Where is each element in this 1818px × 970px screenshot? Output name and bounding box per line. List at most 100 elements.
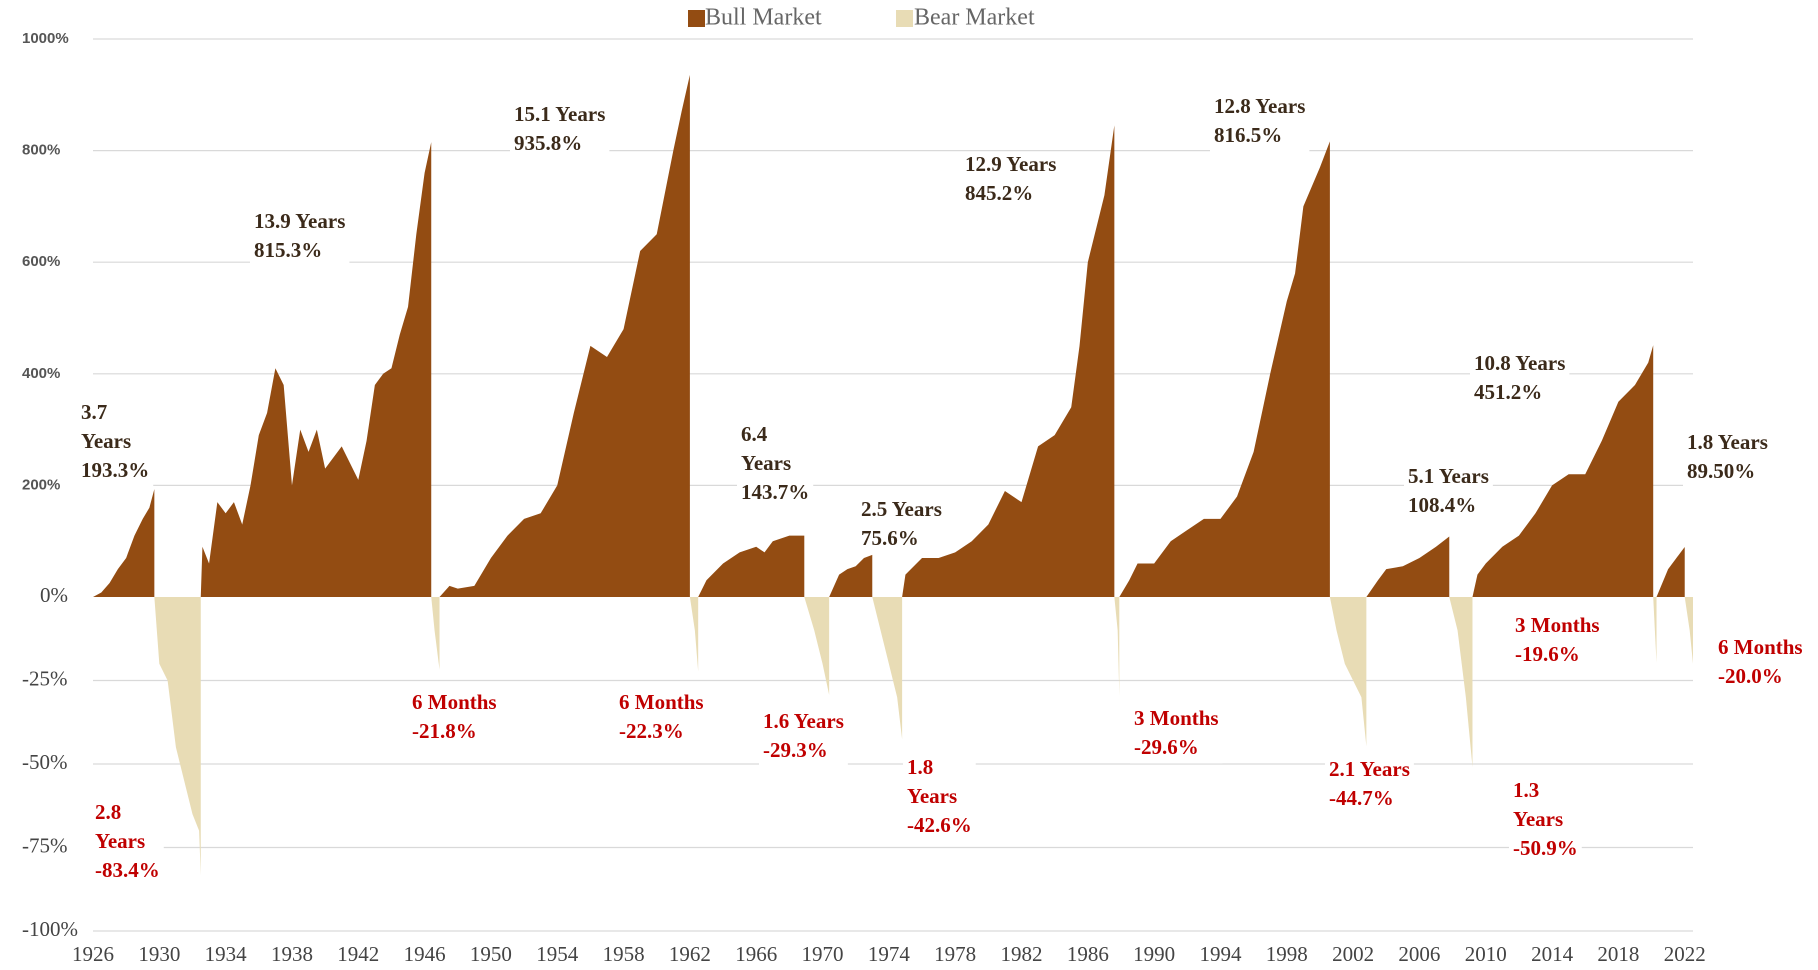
annotation: 2.5 Years	[861, 497, 942, 521]
x-tick-label: 1930	[138, 942, 180, 966]
annotation-background	[77, 399, 154, 487]
annotation: 13.9 Years	[254, 209, 345, 233]
x-tick-label: 2022	[1664, 942, 1706, 966]
area	[1656, 547, 1685, 597]
annotation: 6 Months	[1718, 635, 1803, 659]
annotation-background	[1714, 634, 1807, 693]
area	[1684, 597, 1693, 664]
annotation: 935.8%	[514, 131, 582, 155]
annotation-background	[1683, 429, 1772, 488]
annotation: 1.3	[1513, 778, 1539, 802]
annotation: -20.0%	[1718, 664, 1783, 688]
y-tick-label: 200%	[22, 476, 60, 493]
annotation: -22.3%	[619, 719, 684, 743]
annotation: 108.4%	[1408, 493, 1476, 517]
annotation: 816.5%	[1214, 123, 1282, 147]
annotation-background	[1404, 463, 1493, 522]
area	[689, 597, 699, 672]
annotation: 845.2%	[965, 181, 1033, 205]
x-tick-label: 1962	[669, 942, 711, 966]
area	[1119, 141, 1330, 597]
area	[93, 489, 155, 597]
area	[1449, 597, 1473, 768]
annotation: 6.4	[741, 422, 768, 446]
area	[1329, 597, 1367, 747]
area	[872, 597, 903, 740]
area	[154, 597, 201, 876]
annotation: -21.8%	[412, 719, 477, 743]
annotation: 6 Months	[412, 690, 497, 714]
legend-swatch	[688, 10, 705, 27]
area	[1653, 597, 1657, 663]
annotation: 451.2%	[1474, 380, 1542, 404]
annotation: 2.8	[95, 800, 121, 824]
area	[902, 125, 1115, 597]
legend: Bull Market Bear Market	[688, 5, 1035, 31]
annotation: Years	[741, 451, 791, 475]
annotation: 2.1 Years	[1329, 757, 1410, 781]
y-tick-label: 1000%	[22, 30, 69, 47]
area	[1472, 345, 1654, 597]
annotation: -83.4%	[95, 858, 160, 882]
area	[804, 597, 830, 695]
legend-label: Bear Market	[914, 5, 1035, 31]
annotation-background	[1130, 705, 1223, 764]
annotation: Years	[907, 784, 957, 808]
x-tick-label: 1982	[1000, 942, 1042, 966]
legend-swatch	[896, 10, 913, 27]
y-tick-label: 800%	[22, 142, 60, 159]
x-tick-label: 1938	[271, 942, 313, 966]
annotation-background	[737, 421, 814, 509]
annotation: 3 Months	[1515, 613, 1600, 637]
annotation-background	[1509, 777, 1582, 865]
x-tick-label: 1994	[1199, 942, 1242, 966]
annotation: 193.3%	[81, 458, 149, 482]
annotation: 815.3%	[254, 238, 322, 262]
area	[698, 535, 805, 597]
y-tick-label: -50%	[22, 750, 68, 774]
annotation: Years	[1513, 807, 1563, 831]
annotation-background	[961, 151, 1061, 210]
annotation-background	[1325, 756, 1414, 815]
y-tick-label: 0%	[40, 583, 68, 607]
y-tick-label: -25%	[22, 666, 68, 690]
y-tick-label: -100%	[22, 917, 78, 941]
annotation: 6 Months	[619, 690, 704, 714]
legend-label: Bull Market	[705, 5, 822, 31]
annotation: 75.6%	[861, 526, 919, 550]
annotation: -19.6%	[1515, 642, 1580, 666]
x-tick-label: 1954	[536, 942, 579, 966]
annotation-background	[857, 496, 946, 555]
area	[1114, 597, 1120, 696]
annotation: -50.9%	[1513, 836, 1578, 860]
annotation: 3.7	[81, 400, 107, 424]
x-tick-label: 1942	[337, 942, 379, 966]
annotation-background	[1470, 350, 1570, 409]
x-tick-label: 1958	[603, 942, 645, 966]
annotation: 10.8 Years	[1474, 351, 1565, 375]
area-layer	[93, 74, 1693, 876]
area	[200, 142, 432, 597]
annotation: 5.1 Years	[1408, 464, 1489, 488]
annotation-background	[615, 689, 708, 748]
annotation-background	[91, 799, 164, 887]
y-tick-label: -75%	[22, 833, 68, 857]
annotation-background	[903, 754, 976, 842]
y-tick-label: 400%	[22, 365, 60, 382]
annotation: 1.8 Years	[1687, 430, 1768, 454]
annotation: 1.6 Years	[763, 709, 844, 733]
annotation-background	[1210, 93, 1310, 152]
x-tick-label: 1970	[802, 942, 844, 966]
annotation-background	[408, 689, 501, 748]
x-tick-label: 1926	[72, 942, 114, 966]
annotation-background	[250, 208, 350, 267]
x-tick-label: 1966	[735, 942, 777, 966]
annotation-layer: 3.7 Years 193.3% 13.9 Years 815.3% 15.1 Years…	[77, 93, 1807, 887]
x-tick-label: 2014	[1531, 942, 1574, 966]
x-tick-label: 1950	[470, 942, 512, 966]
annotation: 1.8	[907, 755, 933, 779]
x-tick-label: 1986	[1067, 942, 1109, 966]
annotation: 12.9 Years	[965, 152, 1056, 176]
annotation: 143.7%	[741, 480, 809, 504]
